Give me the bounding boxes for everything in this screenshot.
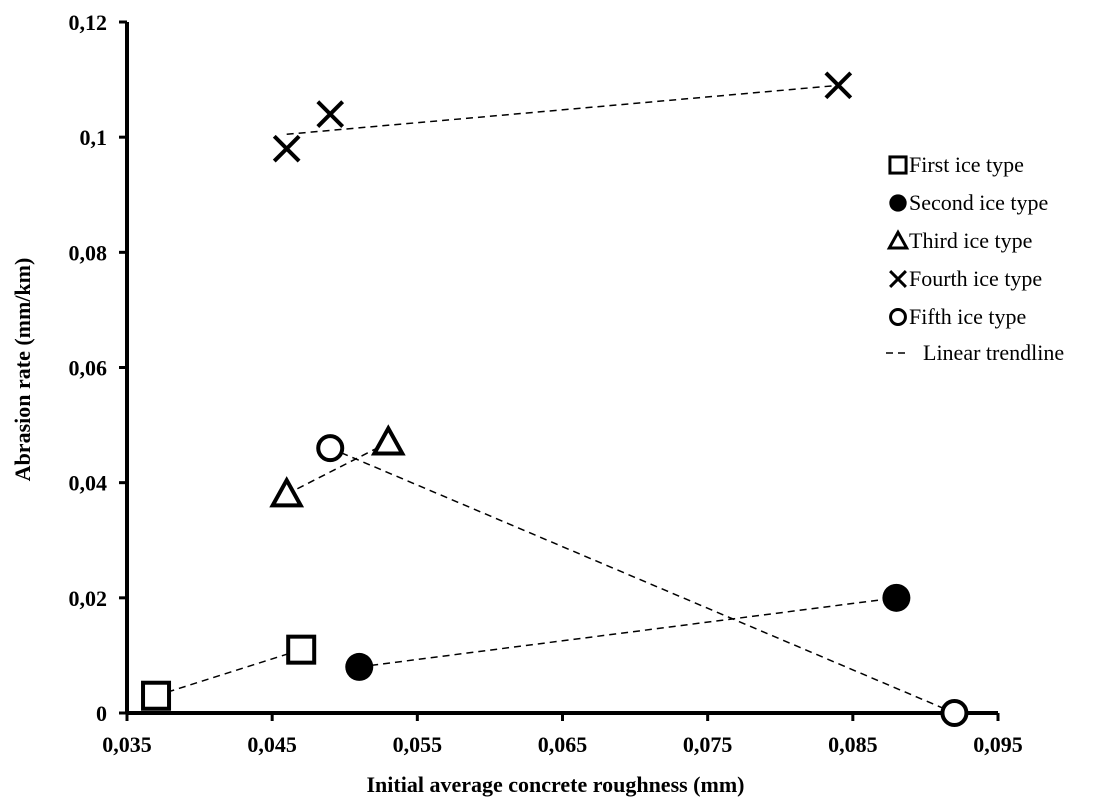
marker-layer [141,71,969,727]
data-point-series-1 [141,680,172,711]
x-tick-label: 0,095 [973,732,1023,757]
legend-label-trendline: Linear trendline [923,340,1064,365]
x-tick-label: 0,065 [538,732,588,757]
trendline-series-1 [155,648,302,697]
y-tick-label: 0,1 [80,125,108,150]
y-tick-label: 0 [96,701,107,726]
data-point-series-5 [316,434,345,463]
y-axis-title: Abrasion rate (mm/km) [10,258,35,482]
y-tick-label: 0,04 [69,471,108,496]
data-point-series-4 [316,100,345,128]
y-tick-label: 0,12 [69,10,108,35]
axes-layer: 0 0,02 0,04 0,06 0,08 0,1 0,12 0,035 0,045 0,055 0… [69,10,1023,757]
x-tick-label: 0,035 [102,732,152,757]
data-point-series-3 [269,476,305,508]
data-point-series-5 [940,699,969,727]
data-point-series-4 [824,71,853,100]
legend-marker-series-2 [889,194,907,212]
legend-label-series-4: Fourth ice type [909,266,1042,291]
x-tick-label: 0,055 [393,732,443,757]
trendline-layer [155,84,955,714]
legend-marker-series-1 [888,155,908,175]
data-point-series-3 [370,424,406,456]
y-tick-label: 0,06 [69,356,108,381]
legend-label-series-2: Second ice type [909,190,1048,215]
data-point-series-2 [345,652,374,681]
trendline-series-4 [286,84,839,136]
legend-marker-series-3 [886,229,910,250]
x-tick-label: 0,045 [247,732,297,757]
y-tick-label: 0,02 [69,586,108,611]
legend-marker-series-5 [889,308,907,326]
data-point-series-4 [272,134,301,163]
y-tick-label: 0,08 [69,240,108,265]
data-point-series-1 [286,634,317,665]
legend-label-series-3: Third ice type [909,228,1032,253]
data-point-series-2 [882,583,911,612]
trendline-series-5 [329,447,955,714]
legend-marker-series-4 [889,270,907,288]
legend-label-series-1: First ice type [909,152,1024,177]
legend: First ice type Second ice type Third ice t… [886,152,1064,365]
x-axis-title: Initial average concrete roughness (mm) [366,772,744,797]
x-tick-label: 0,075 [683,732,733,757]
legend-label-series-5: Fifth ice type [909,304,1026,329]
trendline-series-2 [359,597,897,668]
x-tick-label: 0,085 [828,732,878,757]
